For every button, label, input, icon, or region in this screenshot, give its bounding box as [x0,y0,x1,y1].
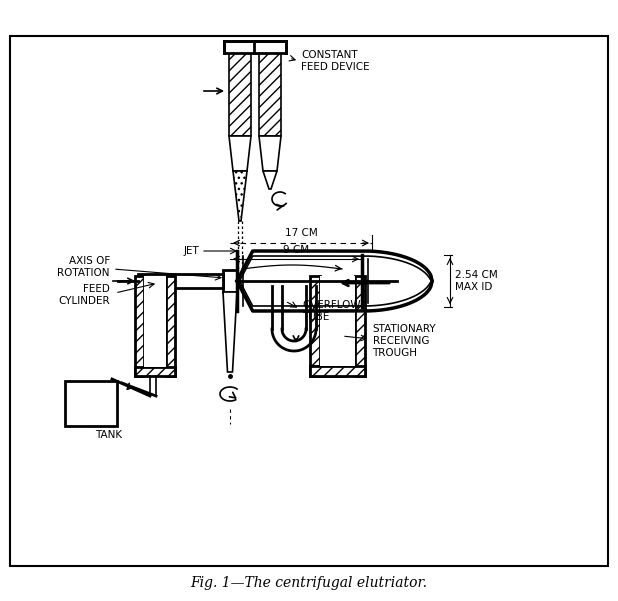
Bar [135,276,144,376]
Bar [223,270,237,292]
Text: 2.54 CM
MAX ID: 2.54 CM MAX ID [455,270,497,292]
Text: FEED
CYLINDER: FEED CYLINDER [58,284,110,306]
Polygon shape [259,136,281,171]
Bar [224,41,256,53]
Text: Fig. 1—The centrifugal elutriator.: Fig. 1—The centrifugal elutriator. [190,576,428,590]
Bar [138,274,223,288]
Bar [310,366,347,376]
Bar [320,276,355,366]
Text: TANK: TANK [95,430,122,440]
Text: STATIONARY
RECEIVING
TROUGH: STATIONARY RECEIVING TROUGH [373,325,436,358]
Bar [144,276,166,367]
Polygon shape [229,136,251,171]
Bar [10,36,608,566]
Bar [65,381,117,426]
Text: JET: JET [184,246,199,256]
Text: 17 CM: 17 CM [285,228,318,238]
Polygon shape [223,292,237,372]
Text: OVERFLOW
TUBE: OVERFLOW TUBE [302,300,361,322]
Bar [355,276,365,376]
Bar [254,41,286,53]
Bar [259,46,281,136]
Text: 9 CM: 9 CM [283,245,309,255]
Bar [229,46,251,136]
Text: AXIS OF
ROTATION: AXIS OF ROTATION [57,256,110,278]
Polygon shape [233,171,247,221]
Bar [135,367,175,376]
Bar [166,276,175,376]
Bar [310,366,365,376]
Polygon shape [263,171,277,189]
Text: CONSTANT
FEED DEVICE: CONSTANT FEED DEVICE [301,50,370,72]
Bar [310,276,320,376]
